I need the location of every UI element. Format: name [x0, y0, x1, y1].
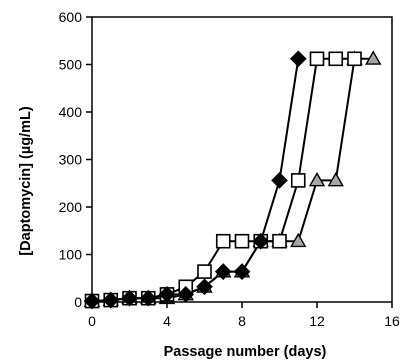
data-point-diamond — [252, 232, 270, 250]
y-tick-label: 300 — [59, 152, 83, 168]
data-point-diamond — [289, 50, 307, 68]
y-axis-title: [Daptomycin] (µg/mL) — [18, 106, 34, 255]
x-tick-label: 4 — [163, 313, 171, 329]
data-point-triangle — [308, 171, 326, 187]
data-point-square — [197, 264, 212, 279]
x-tick-label: 8 — [238, 313, 246, 329]
y-tick-label: 100 — [59, 247, 83, 263]
series-line-diamond — [91, 58, 300, 303]
data-point-square — [290, 173, 306, 188]
x-tick-label: 0 — [88, 313, 96, 329]
data-point-diamond — [233, 263, 251, 280]
data-point-square — [215, 233, 231, 249]
data-point-square — [309, 51, 325, 67]
y-tick-label: 0 — [74, 294, 82, 310]
y-tick-label: 500 — [59, 57, 83, 73]
data-point-diamond — [102, 291, 120, 309]
y-tick-label: 200 — [59, 199, 83, 215]
data-point-diamond — [271, 172, 288, 189]
data-point-diamond — [196, 278, 213, 296]
y-tick-label: 400 — [59, 104, 83, 120]
data-point-square — [328, 51, 344, 67]
data-point-diamond — [214, 263, 232, 280]
data-point-triangle — [290, 232, 307, 248]
axis-layer: 0 100 200 300 400 500 600 0 4 8 12 16 — [59, 9, 400, 329]
x-tick-label: 12 — [309, 313, 325, 329]
data-point-square — [234, 233, 250, 249]
series-line-triangle — [91, 57, 374, 303]
data-point-triangle — [365, 50, 382, 65]
x-axis-title: Passage number (days) — [164, 344, 327, 360]
data-point-square — [347, 51, 362, 67]
plot-layer — [83, 50, 382, 310]
x-tick-label: 16 — [384, 313, 400, 329]
y-tick-label: 600 — [59, 9, 83, 25]
data-point-square — [272, 233, 287, 249]
data-point-triangle — [327, 171, 344, 187]
